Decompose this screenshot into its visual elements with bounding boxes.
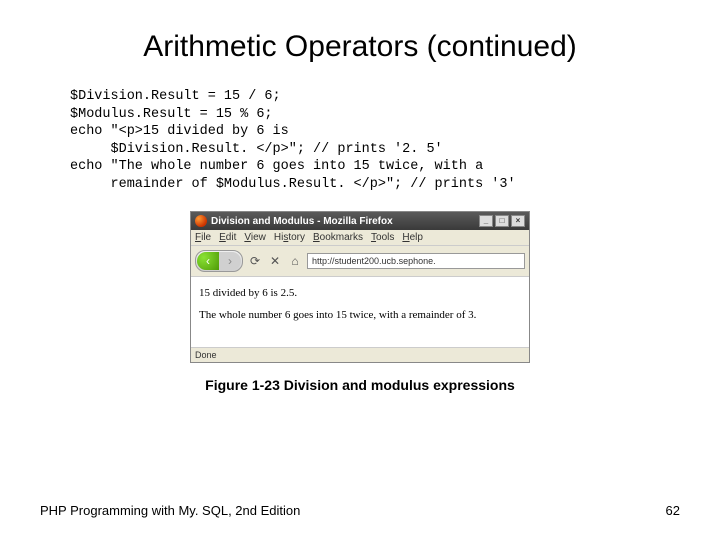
- menu-edit[interactable]: Edit: [219, 232, 236, 243]
- browser-window: Division and Modulus - Mozilla Firefox _…: [190, 211, 530, 363]
- minimize-button[interactable]: _: [479, 215, 493, 227]
- code-line: $Division.Result. </p>"; // prints '2. 5…: [70, 142, 443, 157]
- code-line: echo "<p>15 divided by 6 is: [70, 124, 289, 139]
- menubar: File Edit View History Bookmarks Tools H…: [191, 230, 529, 246]
- close-button[interactable]: ×: [511, 215, 525, 227]
- window-titlebar: Division and Modulus - Mozilla Firefox _…: [191, 212, 529, 230]
- code-line: $Division.Result = 15 / 6;: [70, 89, 281, 104]
- browser-content: 15 divided by 6 is 2.5. The whole number…: [191, 277, 529, 347]
- address-bar[interactable]: http://student200.ucb.sephone.: [307, 253, 525, 269]
- menu-help[interactable]: Help: [402, 232, 423, 243]
- content-line: 15 divided by 6 is 2.5.: [199, 287, 521, 299]
- stop-icon[interactable]: ✕: [267, 253, 283, 269]
- menu-tools[interactable]: Tools: [371, 232, 394, 243]
- footer: PHP Programming with My. SQL, 2nd Editio…: [40, 503, 680, 518]
- statusbar: Done: [191, 347, 529, 362]
- content-line: The whole number 6 goes into 15 twice, w…: [199, 309, 521, 321]
- forward-button[interactable]: ›: [219, 252, 241, 270]
- page-title: Arithmetic Operators (continued): [40, 30, 680, 64]
- code-block: $Division.Result = 15 / 6; $Modulus.Resu…: [70, 88, 680, 193]
- toolbar: ‹ › ⟳ ✕ ⌂ http://student200.ucb.sephone.: [191, 246, 529, 277]
- back-button[interactable]: ‹: [197, 252, 219, 270]
- menu-history[interactable]: History: [274, 232, 305, 243]
- code-line: $Modulus.Result = 15 % 6;: [70, 107, 273, 122]
- firefox-icon: [195, 215, 207, 227]
- page-number: 62: [666, 503, 680, 518]
- code-line: remainder of $Modulus.Result. </p>"; // …: [70, 177, 516, 192]
- home-icon[interactable]: ⌂: [287, 253, 303, 269]
- maximize-button[interactable]: □: [495, 215, 509, 227]
- menu-view[interactable]: View: [244, 232, 266, 243]
- footer-left: PHP Programming with My. SQL, 2nd Editio…: [40, 503, 300, 518]
- nav-group: ‹ ›: [195, 250, 243, 272]
- menu-file[interactable]: File: [195, 232, 211, 243]
- reload-icon[interactable]: ⟳: [247, 253, 263, 269]
- menu-bookmarks[interactable]: Bookmarks: [313, 232, 363, 243]
- figure-caption: Figure 1-23 Division and modulus express…: [40, 377, 680, 393]
- window-title: Division and Modulus - Mozilla Firefox: [211, 216, 393, 227]
- code-line: echo "The whole number 6 goes into 15 tw…: [70, 159, 483, 174]
